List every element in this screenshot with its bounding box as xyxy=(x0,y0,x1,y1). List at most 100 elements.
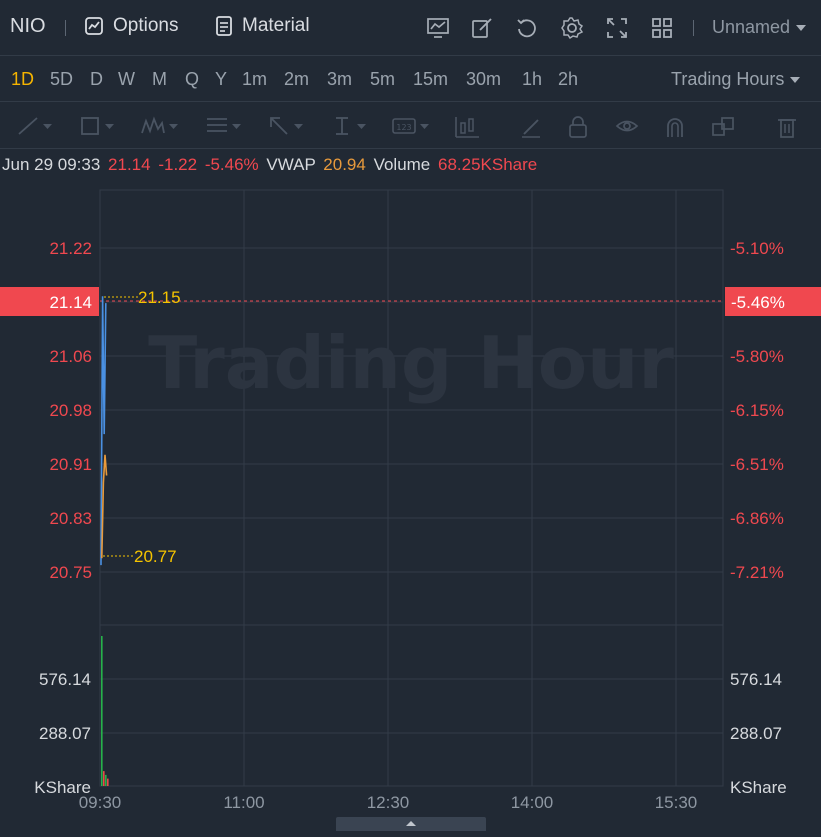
pct-tick-label: -5.10% xyxy=(730,239,784,258)
arrow-tool[interactable] xyxy=(267,115,303,137)
settings-button[interactable] xyxy=(558,14,586,42)
pct-tick-label: -5.80% xyxy=(730,347,784,366)
caret-down-icon xyxy=(232,123,241,129)
brush-tool[interactable] xyxy=(519,115,543,139)
options-button[interactable]: Options xyxy=(84,15,178,37)
volume-axis: 576.14 576.14 288.07 288.07 KShare KShare xyxy=(34,670,786,797)
low-marker-label: 20.77 xyxy=(134,547,177,566)
drawing-toolbar: 123 xyxy=(0,103,821,149)
chart-indicator-icon xyxy=(427,18,449,38)
period-15m[interactable]: 15m xyxy=(413,69,449,89)
period-month[interactable]: M xyxy=(152,69,167,89)
clone-tool[interactable] xyxy=(711,115,735,139)
period-1d[interactable]: 1D xyxy=(11,69,35,89)
indicator-button[interactable] xyxy=(424,14,452,42)
vwap-value: 20.94 xyxy=(323,155,366,174)
volume-tick-label-left: 288.07 xyxy=(39,724,91,743)
trendline-tool[interactable] xyxy=(16,115,52,137)
current-pct-tag-right xyxy=(725,287,821,316)
pct-tick-label: -6.86% xyxy=(730,509,784,528)
refresh-icon xyxy=(517,19,536,38)
material-button[interactable]: Material xyxy=(215,15,310,37)
fullscreen-icon xyxy=(607,18,627,38)
caret-down-icon xyxy=(796,24,807,31)
volume-tick-label-left: KShare xyxy=(34,778,91,797)
price-tick-label: 20.83 xyxy=(49,509,92,528)
fibonacci-tool[interactable] xyxy=(205,115,241,137)
volume-bar xyxy=(105,774,107,786)
period-toolbar: 1D 5D D W M Q Y 1m 2m 3m 5m 15m 30m 1h 2… xyxy=(0,57,821,102)
visibility-tool[interactable] xyxy=(615,115,639,137)
trendline-icon xyxy=(18,117,38,135)
price-line xyxy=(100,296,107,566)
session-dropdown[interactable]: Trading Hours xyxy=(671,69,801,90)
chart-frame xyxy=(99,189,724,787)
period-30m[interactable]: 30m xyxy=(466,69,502,89)
volume-tick-label-right: KShare xyxy=(730,778,787,797)
quote-change: -1.22 xyxy=(158,155,198,174)
lock-tool[interactable] xyxy=(567,115,589,139)
volume-bars-group xyxy=(101,636,109,786)
counter-tool[interactable]: 123 xyxy=(391,115,429,137)
wave-pattern-icon xyxy=(141,116,165,134)
quote-price: 21.14 xyxy=(108,155,151,174)
price-series-group xyxy=(100,296,108,566)
vwap-label: VWAP xyxy=(266,155,316,174)
volume-tick-label-right: 288.07 xyxy=(730,724,782,743)
edit-icon xyxy=(472,18,492,38)
magnet-tool[interactable] xyxy=(663,115,687,139)
delete-tool[interactable] xyxy=(776,115,798,139)
fullscreen-button[interactable] xyxy=(603,14,631,42)
symbol-label[interactable]: NIO xyxy=(10,15,46,37)
rectangle-tool[interactable] xyxy=(78,115,114,137)
material-label: Material xyxy=(242,15,310,36)
chart-grid xyxy=(99,189,724,787)
caret-down-icon xyxy=(294,123,303,129)
text-tool[interactable] xyxy=(330,115,366,137)
period-2m[interactable]: 2m xyxy=(284,69,310,89)
volume-tick-label-left: 576.14 xyxy=(39,670,91,689)
panel-resize-handle[interactable] xyxy=(336,817,486,831)
current-pct-label: -5.46% xyxy=(731,293,785,312)
period-3m[interactable]: 3m xyxy=(327,69,353,89)
period-1m[interactable]: 1m xyxy=(242,69,268,89)
period-2h[interactable]: 2h xyxy=(558,69,579,89)
period-1h[interactable]: 1h xyxy=(522,69,543,89)
price-tick-label: 20.98 xyxy=(49,401,92,420)
period-day[interactable]: D xyxy=(90,69,103,89)
copy-icon xyxy=(712,117,734,136)
draw-button[interactable] xyxy=(468,14,496,42)
layout-button[interactable] xyxy=(648,14,676,42)
document-icon xyxy=(216,16,232,36)
period-year[interactable]: Y xyxy=(215,69,228,89)
candlestick-icon xyxy=(455,117,479,138)
caret-down-icon xyxy=(357,123,366,129)
period-week[interactable]: W xyxy=(118,69,135,89)
period-5m[interactable]: 5m xyxy=(370,69,396,89)
gear-icon xyxy=(561,17,584,40)
pct-axis-right: -5.10% -5.80% -6.15% -6.51% -6.86% -7.21% xyxy=(730,239,784,582)
volume-bar xyxy=(101,636,103,786)
vwap-line xyxy=(101,454,108,559)
period-quarter[interactable]: Q xyxy=(185,69,200,89)
refresh-button[interactable] xyxy=(513,14,541,42)
time-tick-label: 12:30 xyxy=(367,793,410,812)
caret-down-icon xyxy=(420,123,429,129)
layout-name-dropdown[interactable]: Unnamed xyxy=(712,17,807,38)
quote-datetime: Jun 29 09:33 xyxy=(2,155,101,174)
divider xyxy=(65,20,66,36)
layout-name: Unnamed xyxy=(712,17,791,37)
candle-tool[interactable] xyxy=(454,115,480,139)
options-label: Options xyxy=(113,15,179,36)
price-tick-label: 21.22 xyxy=(49,239,92,258)
period-5d[interactable]: 5D xyxy=(50,69,74,89)
time-tick-label: 09:30 xyxy=(79,793,122,812)
options-icon xyxy=(85,17,103,35)
divider xyxy=(693,20,694,36)
pattern-tool[interactable] xyxy=(140,115,178,137)
price-axis-left: 21.22 21.06 20.98 20.91 20.83 20.75 xyxy=(49,239,92,582)
time-tick-label: 11:00 xyxy=(223,793,264,812)
pct-tick-label: -6.51% xyxy=(730,455,784,474)
number-badge-icon: 123 xyxy=(392,118,416,134)
